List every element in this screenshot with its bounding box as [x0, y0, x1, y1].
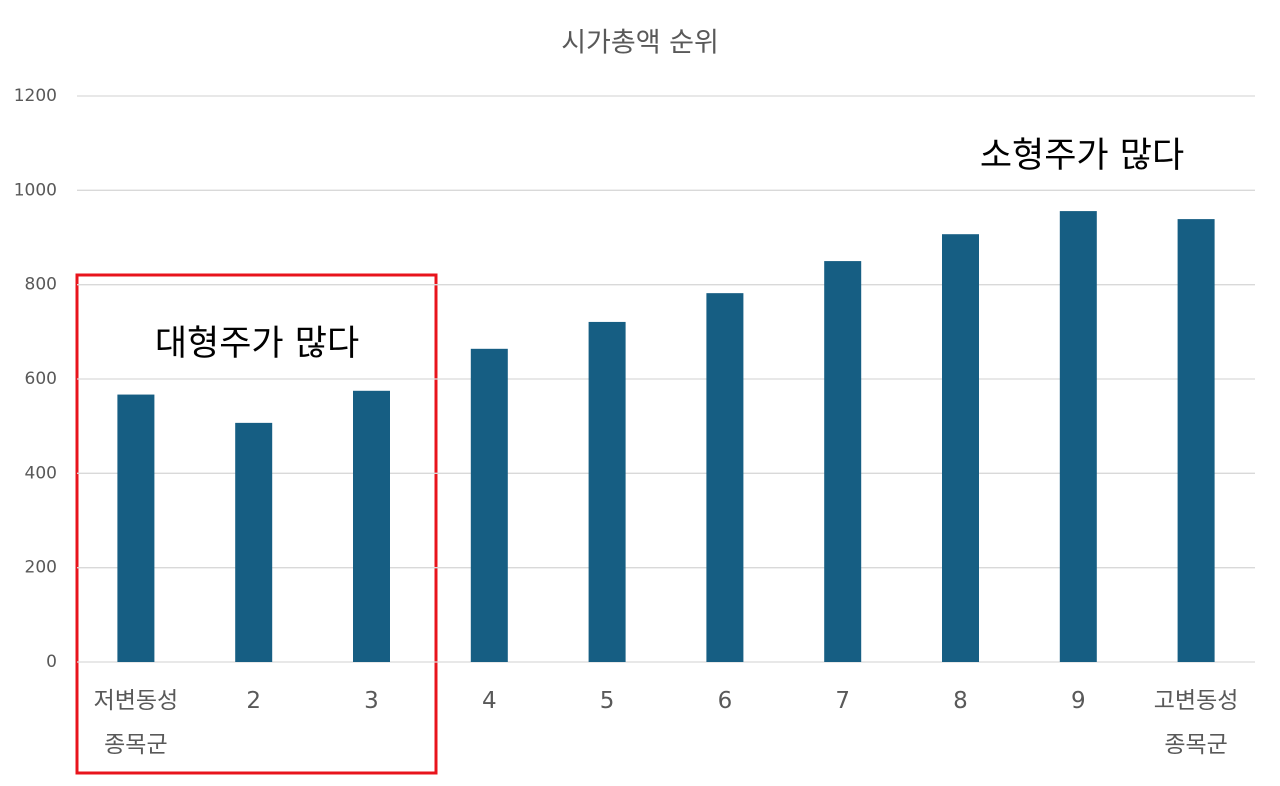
x-tick-label: 5	[599, 688, 615, 714]
y-tick-label: 0	[46, 652, 57, 672]
x-tick-label: 3	[364, 688, 379, 714]
y-tick-label: 400	[25, 463, 57, 483]
y-tick-label: 800	[25, 275, 57, 295]
bar	[942, 234, 979, 662]
y-tick-label: 1000	[14, 180, 57, 200]
x-tick-label: 2	[246, 688, 261, 714]
bar	[588, 321, 626, 662]
bar	[824, 261, 862, 662]
bar	[706, 293, 744, 662]
x-tick-label: 4	[481, 688, 497, 714]
x-tick-label: 9	[1070, 688, 1086, 714]
annotation: 소형주가 많다	[980, 136, 1184, 176]
bar	[235, 422, 273, 662]
x-tick-label: 7	[835, 688, 850, 714]
x-tick-label: 고변동성 종목군	[1153, 688, 1239, 758]
bar	[1059, 211, 1097, 662]
highlight-box	[75, 273, 438, 775]
bar	[470, 348, 508, 662]
y-tick-label: 600	[25, 369, 57, 389]
bar	[1177, 219, 1215, 663]
y-tick-label: 200	[25, 558, 57, 578]
x-tick-label: 저변동성 종목군	[93, 688, 179, 758]
bar	[353, 390, 390, 662]
x-tick-label: 6	[717, 688, 733, 714]
x-tick-label: 8	[953, 688, 968, 714]
annotation: 대형주가 많다	[155, 324, 359, 364]
bar	[117, 394, 155, 662]
chart-title: 시가총액 순위	[561, 28, 719, 59]
y-tick-label: 1200	[14, 86, 57, 106]
